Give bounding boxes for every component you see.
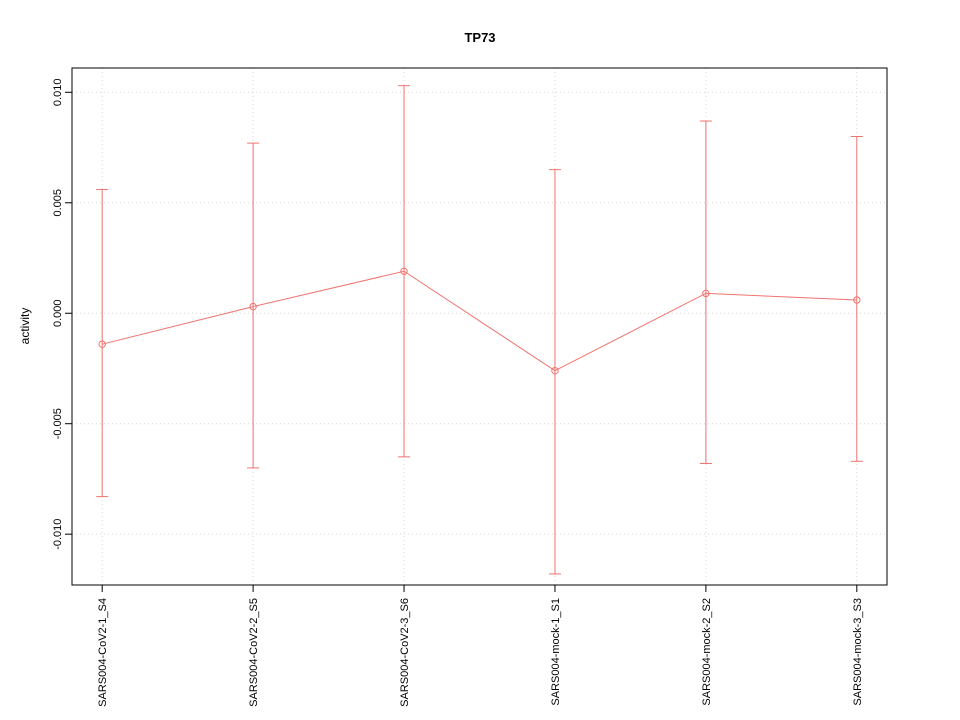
y-tick-label: 0.000 bbox=[52, 299, 64, 327]
x-tick-label: SARS004-mock-2_S2 bbox=[701, 598, 713, 706]
data-point bbox=[400, 267, 408, 275]
x-tick-label: SARS004-mock-1_S1 bbox=[550, 598, 562, 706]
x-tick-label: SARS004-CoV2-1_S4 bbox=[97, 598, 109, 707]
data-point bbox=[98, 340, 106, 348]
series-line bbox=[102, 270, 857, 372]
y-tick-label: 0.005 bbox=[52, 189, 64, 217]
data-point bbox=[249, 302, 257, 311]
x-tick-label: SARS004-CoV2-3_S6 bbox=[399, 598, 411, 707]
x-tick-label: SARS004-mock-3_S3 bbox=[852, 598, 864, 706]
y-tick-label: -0.010 bbox=[52, 519, 64, 550]
y-tick-label: 0.010 bbox=[52, 79, 64, 107]
data-point bbox=[551, 366, 559, 375]
data-point bbox=[702, 289, 710, 298]
y-tick-label: -0.005 bbox=[52, 408, 64, 439]
x-tick-label: SARS004-CoV2-2_S5 bbox=[248, 598, 260, 707]
data-point bbox=[853, 296, 861, 304]
plot-border bbox=[71, 67, 888, 586]
chart-title: TP73 bbox=[464, 30, 496, 45]
